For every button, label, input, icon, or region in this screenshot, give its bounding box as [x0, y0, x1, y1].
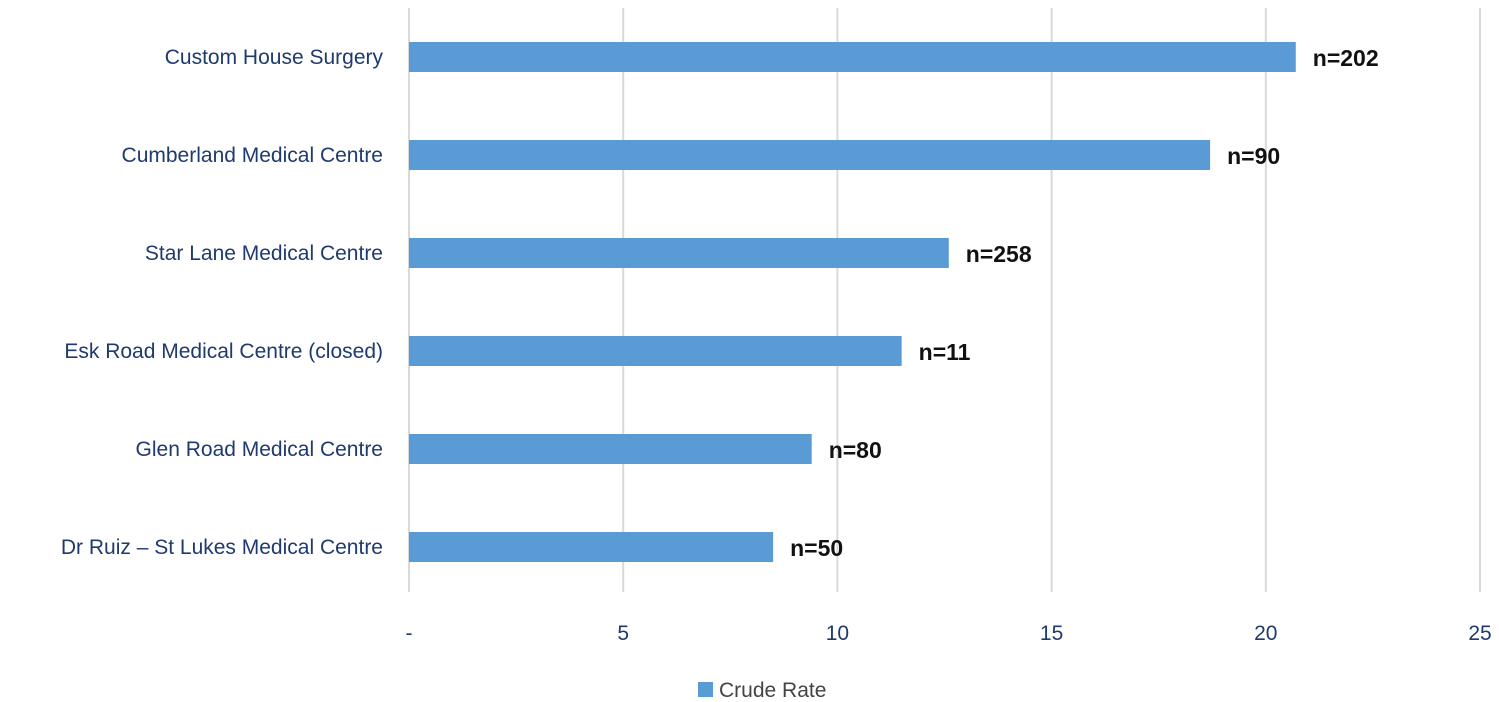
category-label-6: Dr Ruiz – St Lukes Medical Centre: [61, 536, 383, 559]
gridlines: [408, 8, 1481, 592]
data-label-1: n=202: [1313, 45, 1379, 71]
legend: Crude Rate: [698, 679, 826, 702]
data-label-3: n=258: [966, 241, 1032, 267]
bars: [409, 42, 1296, 562]
data-labels: n=202 n=90 n=258 n=11 n=80 n=50: [790, 45, 1379, 561]
x-tick-label-2: 10: [826, 622, 849, 645]
x-tick-label-1: 5: [617, 622, 629, 645]
bar-4: [409, 336, 902, 366]
category-label-2: Cumberland Medical Centre: [122, 144, 383, 167]
bar-6: [409, 532, 774, 562]
x-tick-label-0: -: [406, 622, 413, 645]
category-label-5: Glen Road Medical Centre: [136, 438, 383, 461]
bar-3: [409, 238, 949, 268]
legend-label-crude-rate: Crude Rate: [719, 679, 826, 702]
x-tick-label-4: 20: [1254, 622, 1277, 645]
bar-2: [409, 140, 1211, 170]
category-labels: Custom House Surgery Cumberland Medical C…: [61, 46, 384, 559]
category-label-4: Esk Road Medical Centre (closed): [64, 340, 383, 363]
x-axis-tick-labels: - 5 10 15 20 25: [406, 622, 1492, 645]
data-label-6: n=50: [790, 535, 843, 561]
category-label-3: Star Lane Medical Centre: [145, 242, 383, 265]
data-label-2: n=90: [1227, 143, 1280, 169]
category-label-1: Custom House Surgery: [165, 46, 384, 69]
data-label-5: n=80: [829, 437, 882, 463]
bar-5: [409, 434, 812, 464]
legend-swatch-crude-rate: [698, 682, 713, 697]
x-tick-label-5: 25: [1468, 622, 1491, 645]
x-tick-label-3: 15: [1040, 622, 1063, 645]
bar-1: [409, 42, 1296, 72]
data-label-4: n=11: [919, 339, 971, 365]
